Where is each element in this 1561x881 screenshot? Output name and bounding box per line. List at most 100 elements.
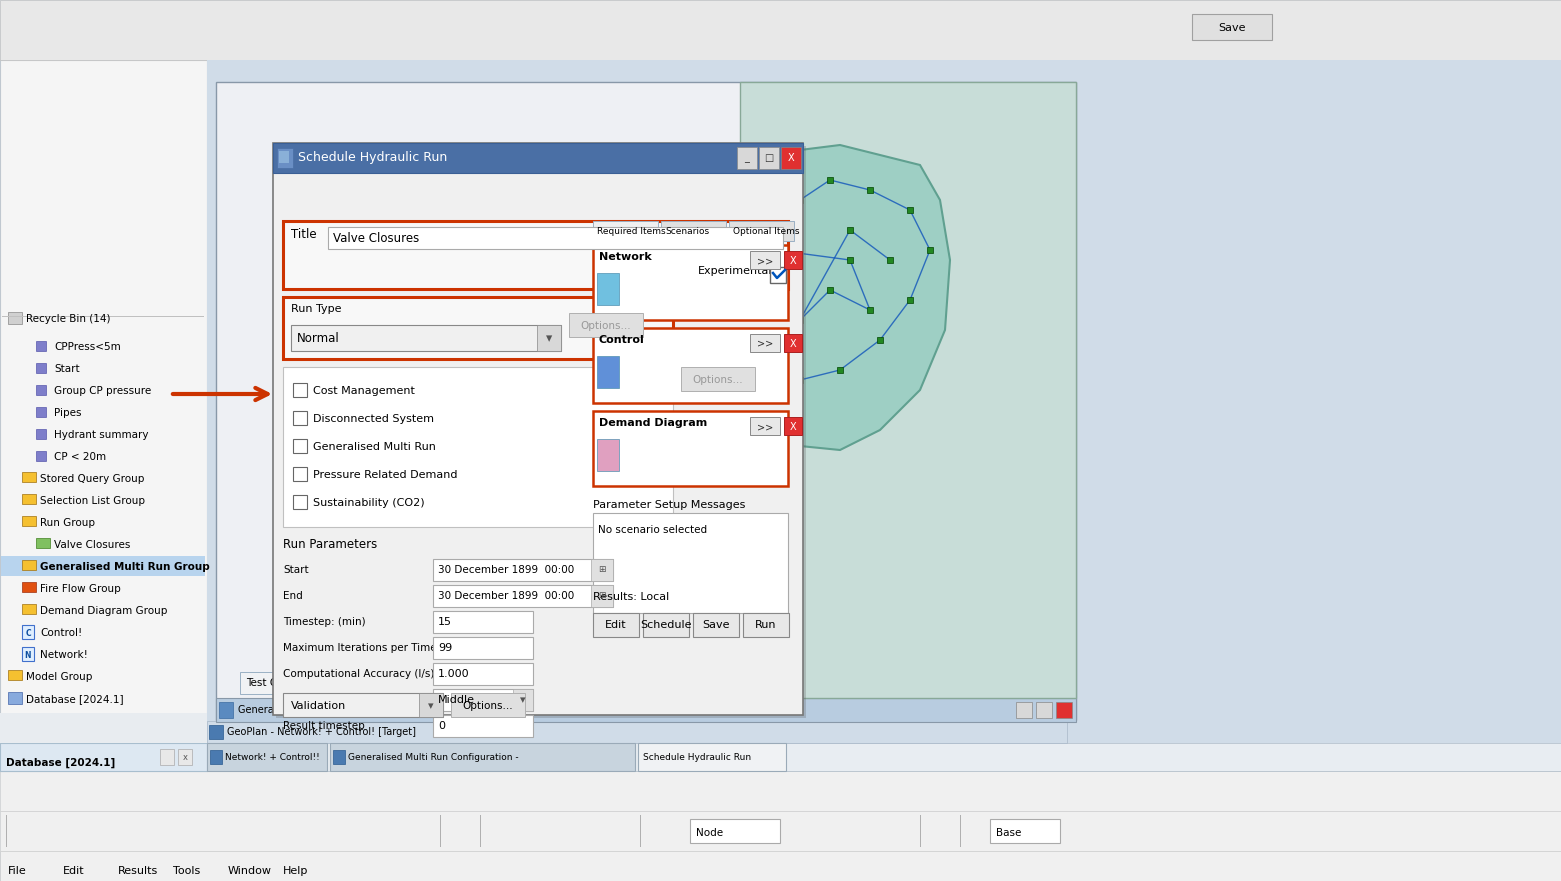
Bar: [593, 411, 788, 486]
Bar: [283, 297, 673, 359]
Bar: [418, 693, 443, 717]
Bar: [592, 559, 613, 581]
Text: _: _: [745, 153, 749, 163]
Text: Window: Window: [228, 866, 272, 876]
Bar: [22, 604, 36, 614]
Bar: [293, 495, 308, 509]
Bar: [1193, 14, 1272, 40]
Bar: [693, 613, 738, 637]
Text: Disconnected System: Disconnected System: [314, 414, 434, 424]
Text: Schedule Hydraulic Run: Schedule Hydraulic Run: [298, 152, 448, 165]
Text: Middle: Middle: [439, 695, 475, 705]
Bar: [22, 560, 36, 570]
Bar: [22, 516, 36, 526]
Text: Options...: Options...: [581, 321, 631, 331]
Text: Options...: Options...: [462, 701, 514, 711]
Bar: [328, 227, 784, 249]
Bar: [381, 672, 446, 694]
Text: Help: Help: [283, 866, 309, 876]
Bar: [759, 147, 779, 169]
Bar: [784, 251, 802, 269]
Bar: [681, 367, 756, 391]
Text: Control: Control: [599, 335, 645, 345]
Text: C: C: [25, 628, 31, 638]
Text: ⊞: ⊞: [598, 591, 606, 601]
Bar: [749, 417, 780, 435]
Bar: [22, 494, 36, 504]
Text: Run: Run: [756, 620, 777, 630]
Text: Generalised Multi Run Configuration -: Generalised Multi Run Configuration -: [348, 753, 521, 762]
Text: 1.000: 1.000: [439, 669, 470, 679]
Text: ▾: ▾: [520, 695, 526, 705]
Bar: [593, 328, 788, 403]
Text: Network: Network: [599, 252, 652, 262]
Text: Database [2024.1]: Database [2024.1]: [6, 758, 116, 768]
Bar: [690, 819, 780, 843]
Text: □: □: [765, 153, 774, 163]
Text: Demand Diagram Group: Demand Diagram Group: [41, 606, 167, 616]
Text: Recycle Bin (14): Recycle Bin (14): [27, 314, 111, 324]
Bar: [208, 743, 326, 771]
Text: Valve Closures: Valve Closures: [332, 233, 420, 246]
Text: Model Group: Model Group: [27, 672, 92, 682]
Text: >>: >>: [757, 339, 773, 349]
Bar: [293, 467, 308, 481]
Bar: [0, 811, 1561, 851]
Text: ▾: ▾: [428, 701, 434, 711]
Text: 30 December 1899  00:00: 30 December 1899 00:00: [439, 591, 574, 601]
Text: X: X: [790, 339, 796, 349]
Text: Maximum Iterations per Timestep: Maximum Iterations per Timestep: [283, 643, 459, 653]
Text: 15: 15: [439, 617, 453, 627]
Bar: [332, 750, 345, 764]
Text: Results: Local: Results: Local: [593, 592, 670, 602]
Text: X: X: [788, 153, 795, 163]
Polygon shape: [740, 145, 951, 450]
Text: Demand Diagram: Demand Diagram: [599, 418, 707, 428]
Bar: [283, 367, 673, 527]
Bar: [178, 749, 192, 765]
Text: Network! + Control!!: Network! + Control!!: [225, 753, 320, 762]
Bar: [780, 147, 801, 169]
Bar: [8, 312, 22, 324]
Text: 99: 99: [439, 643, 453, 653]
Bar: [592, 585, 613, 607]
Bar: [593, 513, 788, 613]
Text: Save: Save: [1218, 23, 1246, 33]
Text: ▾: ▾: [546, 332, 553, 345]
Text: Generalised Multi Run Configuration - Valve Closures (Network: Network! + Contro: Generalised Multi Run Configuration - Va…: [237, 705, 652, 715]
Bar: [22, 472, 36, 482]
Bar: [36, 451, 45, 461]
Bar: [2, 556, 204, 576]
Bar: [0, 60, 208, 771]
Bar: [240, 672, 315, 694]
Bar: [593, 613, 638, 637]
Bar: [729, 221, 795, 241]
Bar: [784, 417, 802, 435]
Bar: [743, 613, 788, 637]
Bar: [273, 143, 802, 173]
Text: Normal: Normal: [297, 332, 340, 345]
Text: Base: Base: [996, 828, 1021, 838]
Bar: [596, 273, 620, 305]
Bar: [293, 411, 308, 425]
Text: File: File: [8, 866, 27, 876]
Text: Required Items: Required Items: [596, 226, 665, 235]
Bar: [215, 698, 1076, 722]
Bar: [219, 702, 233, 718]
Text: Database [2024.1]: Database [2024.1]: [27, 694, 123, 704]
Bar: [36, 363, 45, 373]
Bar: [36, 407, 45, 417]
Text: x: x: [183, 753, 187, 762]
Bar: [660, 221, 726, 241]
Bar: [8, 692, 22, 704]
Bar: [593, 245, 788, 320]
Text: Title: Title: [290, 228, 317, 241]
Bar: [22, 582, 36, 592]
Bar: [432, 585, 613, 607]
Text: Calculate Demand At: Calculate Demand At: [283, 695, 393, 705]
Text: Cost Management: Cost Management: [314, 386, 415, 396]
Bar: [36, 341, 45, 351]
Bar: [0, 851, 1561, 881]
Text: Run Type: Run Type: [290, 304, 342, 314]
Bar: [329, 743, 635, 771]
